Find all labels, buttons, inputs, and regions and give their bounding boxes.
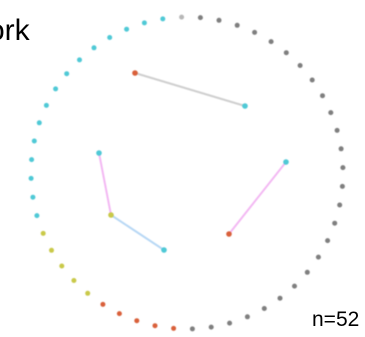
ring-node (34, 213, 40, 219)
inner-node (132, 70, 138, 76)
ring-node (252, 29, 258, 35)
ring-node (29, 157, 35, 163)
ring-node (30, 194, 36, 200)
edge (134, 72, 246, 107)
ring-node (340, 165, 346, 171)
ring-node (77, 57, 82, 63)
ring-node (36, 120, 42, 126)
ring-node (141, 20, 147, 26)
ring-node (71, 278, 77, 283)
ring-node (339, 183, 345, 189)
inner-node (226, 231, 232, 237)
ring-node (152, 323, 158, 329)
ring-node (179, 14, 185, 20)
ring-node (277, 295, 283, 301)
ring-node (292, 283, 297, 289)
edge (228, 161, 287, 235)
ring-node (43, 102, 49, 108)
node-count-label: n=52 (312, 308, 360, 331)
ring-node (100, 301, 106, 307)
ring-node (304, 269, 310, 275)
ring-node (197, 15, 203, 21)
inner-node (242, 103, 248, 109)
ring-node (171, 325, 177, 331)
edge (110, 214, 165, 251)
ring-node (160, 16, 166, 22)
ring-node (320, 93, 325, 99)
edge (98, 152, 112, 216)
ring-node (315, 254, 321, 260)
ring-node (91, 45, 97, 51)
ring-node (334, 127, 340, 133)
ring-node (234, 22, 240, 28)
ring-node (309, 77, 315, 83)
ring-node (40, 230, 46, 236)
ring-node (227, 320, 233, 326)
ring-node (268, 39, 274, 45)
edge-layer (98, 72, 287, 251)
inner-node (96, 150, 102, 156)
ring-node (107, 35, 113, 40)
inner-node (283, 159, 289, 165)
inner-node-layer (96, 70, 289, 253)
ring-node (189, 326, 195, 332)
ring-node (325, 238, 331, 244)
diagram-title: ork (0, 14, 30, 47)
ring-node (338, 146, 344, 152)
ring-node (124, 26, 130, 32)
ring-node (297, 63, 303, 68)
ring-node (244, 314, 250, 320)
ring-node (328, 110, 334, 116)
ring-node (208, 324, 214, 330)
ring-node (31, 138, 37, 144)
ring-node (216, 17, 222, 23)
ring-node (337, 202, 343, 208)
ring-node (49, 247, 54, 253)
ring-node (261, 306, 267, 311)
ring-node (332, 220, 338, 226)
inner-node (161, 247, 167, 253)
ring-node (134, 318, 140, 324)
ring-node (85, 290, 91, 296)
ring-node (64, 71, 70, 77)
inner-node (108, 212, 114, 218)
ring-node (116, 311, 122, 317)
ring-node (53, 86, 59, 92)
ring-node (28, 175, 34, 181)
ring-node-layer (28, 14, 346, 332)
ring-node (59, 263, 65, 269)
ring-node (283, 50, 289, 56)
